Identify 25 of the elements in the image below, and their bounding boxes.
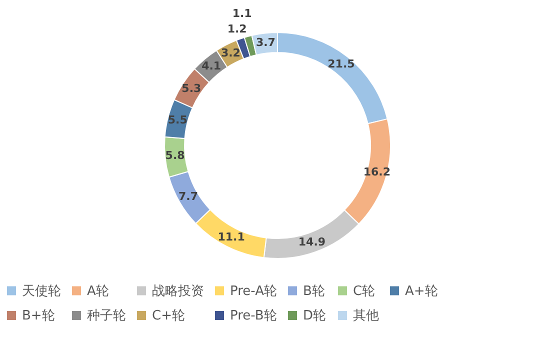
data-label: 1.1	[232, 7, 252, 20]
legend-label: B+轮	[22, 308, 55, 324]
data-label: 3.7	[256, 36, 276, 50]
legend-label: D轮	[303, 308, 326, 324]
legend-label: B轮	[303, 284, 325, 299]
data-label: 11.1	[218, 230, 245, 244]
data-label: 14.9	[298, 236, 326, 249]
data-label: 5.5	[168, 113, 188, 126]
data-label: 5.3	[182, 82, 202, 95]
legend-label: Pre-A轮	[230, 284, 277, 299]
data-label: 21.5	[328, 58, 355, 71]
legend-label: 战略投资	[152, 284, 204, 299]
data-label: 1.2	[227, 22, 247, 36]
legend-label: C+轮	[152, 308, 185, 324]
data-label: 5.8	[165, 149, 185, 162]
legend-label: 其他	[353, 308, 379, 324]
legend-label: 种子轮	[87, 308, 126, 324]
legend-label: Pre-B轮	[230, 308, 277, 324]
data-label: 7.7	[178, 190, 198, 203]
legend-label: C轮	[353, 284, 376, 299]
legend-label: A+轮	[405, 284, 438, 299]
legend-label: 天使轮	[22, 284, 61, 299]
data-label: 3.2	[220, 46, 240, 60]
data-label: 4.1	[202, 60, 222, 73]
legend-label: A轮	[87, 284, 109, 299]
